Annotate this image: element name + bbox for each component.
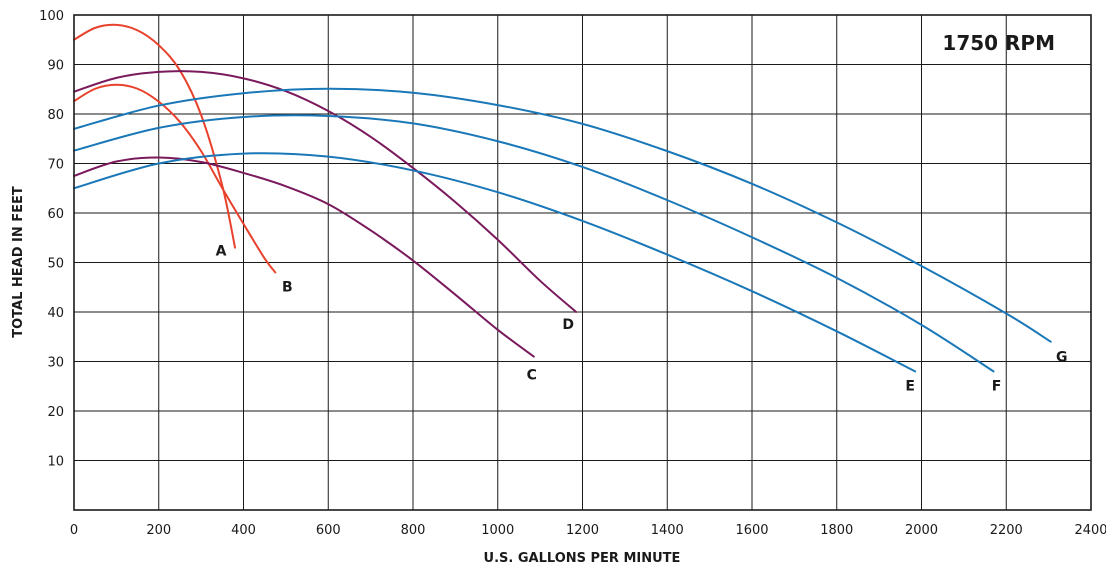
y-tick-label: 60 (47, 207, 64, 222)
curve-label-f: F (992, 378, 1002, 394)
x-tick-label: 1600 (735, 523, 768, 538)
x-tick-label: 1800 (820, 523, 853, 538)
y-axis-title: TOTAL HEAD IN FEET (11, 186, 26, 338)
x-tick-label: 0 (70, 523, 78, 538)
y-tick-label: 50 (47, 257, 64, 272)
y-tick-label: 70 (47, 158, 64, 173)
x-tick-label: 1000 (481, 523, 514, 538)
y-tick-label: 40 (47, 306, 64, 321)
curve-e (73, 152, 917, 373)
y-tick-label: 20 (47, 405, 64, 420)
x-tick-label: 2400 (1074, 523, 1106, 538)
grid-lines (74, 15, 1091, 510)
curve-label-g: G (1056, 350, 1068, 366)
curve-c (73, 156, 535, 358)
curves (73, 23, 1052, 373)
x-axis-title: U.S. GALLONS PER MINUTE (484, 551, 681, 566)
curve-d (73, 70, 578, 313)
curve-f (73, 114, 995, 373)
y-tick-label: 100 (39, 9, 64, 24)
plot-area-frame (73, 14, 1092, 511)
curve-label-a: A (216, 244, 227, 260)
y-tick-label: 90 (47, 59, 64, 74)
x-tick-label: 600 (316, 523, 341, 538)
y-tick-label: 80 (47, 108, 64, 123)
x-tick-label: 2200 (990, 523, 1023, 538)
x-tick-label: 400 (231, 523, 256, 538)
rpm-annotation: 1750 RPM (942, 31, 1055, 55)
curve-label-e: E (905, 378, 915, 394)
tick-labels: 0 200 400 600 800 1000 1200 1400 1600 1800 2000 220… (39, 9, 1106, 538)
curve-b (73, 83, 277, 274)
x-tick-label: 1200 (566, 523, 599, 538)
curve-label-c: C (527, 368, 537, 384)
y-tick-label: 10 (47, 455, 64, 470)
series-labels: A B C D E F G (216, 244, 1068, 395)
x-tick-label: 800 (401, 523, 426, 538)
curve-label-b: B (282, 279, 293, 295)
x-tick-label: 200 (146, 523, 171, 538)
x-tick-label: 1400 (651, 523, 684, 538)
y-tick-label: 30 (47, 356, 64, 371)
x-tick-label: 2000 (905, 523, 938, 538)
curve-g (73, 87, 1052, 343)
curve-label-d: D (562, 317, 574, 333)
